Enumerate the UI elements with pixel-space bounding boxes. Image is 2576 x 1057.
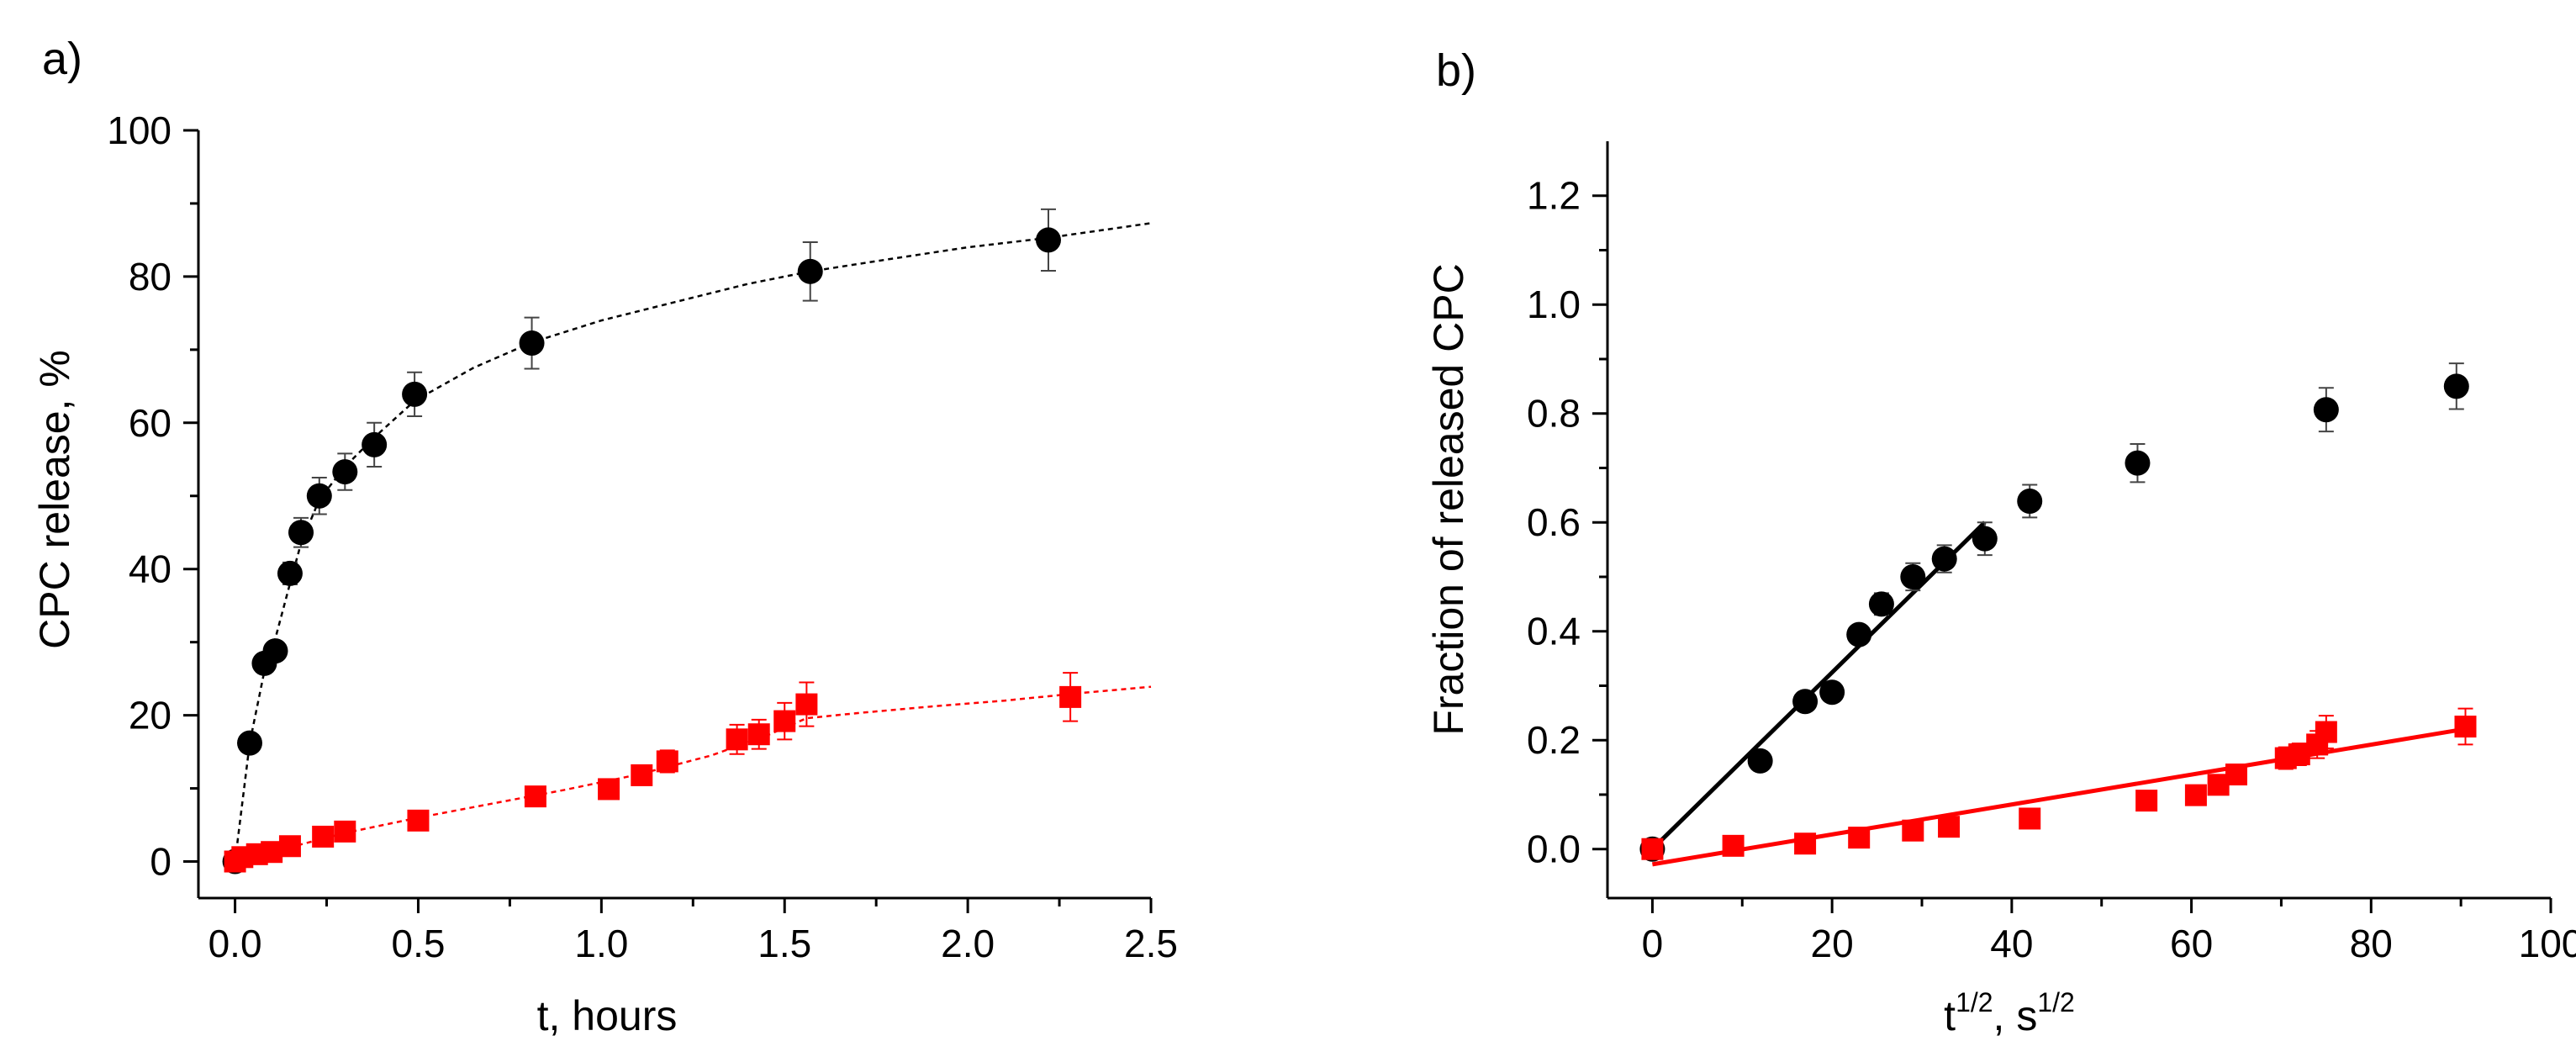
panel-a-circles-point <box>306 483 332 509</box>
panel-a-x-tick-label: 1.5 <box>757 922 811 965</box>
panel-a-x-tick-label: 2.5 <box>1124 922 1178 965</box>
panel-b-x-tick-label: 60 <box>2170 922 2213 965</box>
panel-a-label: a) <box>42 34 82 84</box>
panel-b-y-tick-label: 0.8 <box>1527 392 1581 436</box>
panel-b-circles-point <box>2125 450 2151 476</box>
panel-b-y-tick-label: 0.6 <box>1527 500 1581 544</box>
panel-a-squares-point <box>631 764 653 786</box>
panel-b-x-axis-title-sup2: 1/2 <box>2037 987 2074 1017</box>
panel-b-circles-point <box>1792 689 1819 715</box>
panel-b-y-axis-title: Fraction of released CPC <box>1425 263 1472 735</box>
panel-a-squares-point <box>656 750 678 773</box>
panel-a-x-tick-label: 1.0 <box>574 922 628 965</box>
panel-a-x-tick-label: 2.0 <box>941 922 995 965</box>
panel-a-circles-point <box>262 638 288 664</box>
panel-b-plot-area: 0 20 40 60 80 100 0.0 0.2 0.4 0.6 0.8 1.0 1.2 <box>1527 141 2576 965</box>
panel-a-circles-point <box>362 431 388 457</box>
panel-b-squares-point <box>1641 838 1664 860</box>
panel-b-squares-point <box>2184 784 2207 806</box>
panel-a-squares-point <box>407 809 430 832</box>
panel-b-squares-point <box>1722 834 1745 857</box>
panel-b-squares-point <box>2225 764 2247 786</box>
panel-a-squares-point <box>598 778 620 801</box>
panel-a-circles-point <box>332 459 358 485</box>
panel-b-circles-point <box>1900 563 1926 589</box>
panel-b-x-tick-label: 100 <box>2519 922 2576 965</box>
panel-a-squares-point <box>278 835 301 858</box>
panel-a-y-tick-label: 0 <box>150 840 172 884</box>
panel-b-squares-point <box>1848 827 1871 849</box>
panel-b-squares-point <box>2315 721 2337 743</box>
panel-b-circles-point <box>2443 373 2469 399</box>
panel-b-x-tick-label: 40 <box>1990 922 2033 965</box>
panel-a-y-tick-label: 100 <box>107 108 172 152</box>
panel-a-x-axis-title: t, hours <box>537 992 678 1039</box>
panel-b-x-tick-label: 20 <box>1811 922 1854 965</box>
panel-b-x-axis-title-sup1: 1/2 <box>1956 987 1993 1017</box>
panel-b-squares-fit-line <box>1651 726 2471 867</box>
panel-a-circles-point <box>402 381 428 407</box>
panel-a-squares-point <box>773 710 796 732</box>
panel-a: a) 0.0 0.5 1.0 1.5 2.0 2.5 0 20 40 60 80 100 t, hou… <box>31 34 1178 1039</box>
panel-a-squares-point <box>795 693 818 716</box>
panel-b-squares-point <box>1938 816 1961 838</box>
panel-b-squares-point <box>1794 832 1817 855</box>
panel-a-circles-point <box>288 520 314 546</box>
panel-a-x-tick-label: 0.0 <box>209 922 262 965</box>
panel-a-circles-point <box>1035 227 1061 253</box>
panel-b-circles-fit-line <box>1650 521 1987 851</box>
panel-a-squares-point <box>726 728 748 751</box>
panel-b-circles-point <box>1931 546 1957 572</box>
panel-a-x-tick-label: 0.5 <box>391 922 445 965</box>
panel-a-squares-point <box>261 841 283 864</box>
panel-a-y-tick-label: 40 <box>129 547 172 591</box>
panel-b-x-tick-label: 80 <box>2350 922 2393 965</box>
panel-a-circles-point <box>277 560 303 586</box>
panel-b-y-tick-label: 0.2 <box>1527 718 1581 762</box>
panel-a-squares-point <box>524 785 546 808</box>
panel-a-circles-fit-line <box>234 222 1152 862</box>
panel-a-squares-point <box>312 825 335 848</box>
panel-b-circles-point <box>1846 621 1872 647</box>
panel-b-circles-point <box>1972 526 1998 552</box>
panel-a-squares-point <box>334 820 356 843</box>
panel-a-circles-point <box>519 330 545 357</box>
panel-b-y-tick-label: 0.4 <box>1527 610 1581 653</box>
panel-a-y-tick-label: 80 <box>129 255 172 299</box>
panel-b-circles-point <box>1747 748 1773 774</box>
panel-b-circles-point <box>1868 591 1894 617</box>
panel-b-y-tick-label: 1.0 <box>1527 283 1581 326</box>
panel-b-x-axis-title-mid: , s <box>1993 992 2038 1039</box>
panel-b-squares-point <box>1902 819 1924 842</box>
panel-b-label: b) <box>1436 45 1476 96</box>
panel-b-circles-point <box>1819 679 1845 706</box>
panel-a-circles-point <box>797 258 823 284</box>
panel-b-squares-point <box>2135 790 2158 812</box>
panel-b-y-tick-label: 1.2 <box>1527 174 1581 218</box>
panel-b-x-tick-label: 0 <box>1642 922 1664 965</box>
panel-b-circles-point <box>2017 488 2043 514</box>
panel-b-x-axis-title-t: t <box>1944 992 1956 1039</box>
panel-a-y-tick-label: 60 <box>129 401 172 445</box>
panel-a-squares-point <box>747 723 770 746</box>
panel-a-plot-area: 0.0 0.5 1.0 1.5 2.0 2.5 0 20 40 60 80 100 <box>107 108 1178 965</box>
panel-a-y-axis-title: CPC release, % <box>31 350 78 649</box>
panel-b-x-axis-title: t1/2, s1/2 <box>1944 987 2075 1039</box>
panel-b-y-tick-label: 0.0 <box>1527 827 1581 871</box>
panel-a-y-tick-label: 20 <box>129 694 172 737</box>
panel-a-circles-point <box>237 730 263 756</box>
panel-b-squares-point <box>2019 807 2041 830</box>
panel-b-squares-point <box>2454 716 2477 738</box>
panel-a-squares-point <box>1059 685 1082 708</box>
panel-b-circles-point <box>2313 397 2339 423</box>
